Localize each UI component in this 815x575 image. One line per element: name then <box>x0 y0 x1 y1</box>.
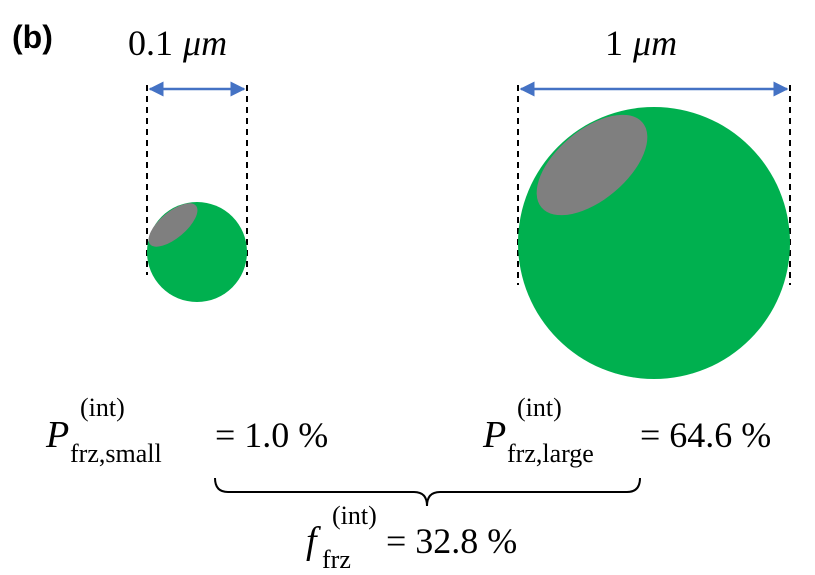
eq-symbol: f <box>306 520 321 562</box>
size-label: 1 μm <box>605 23 677 63</box>
eq-symbol: P <box>482 414 506 456</box>
eq-symbol: P <box>45 414 69 456</box>
eq-subscript: frz <box>322 545 351 574</box>
eq-value: = 64.6 % <box>640 415 771 455</box>
size-unit: μm <box>632 23 677 63</box>
eq-subscript: frz,large <box>507 439 594 468</box>
eq-superscript: (int) <box>517 393 562 422</box>
eq-value: = 1.0 % <box>215 415 328 455</box>
panel-label: (b) <box>12 19 53 55</box>
brace <box>214 477 641 507</box>
eq-subscript: frz,small <box>70 439 162 468</box>
size-value: 0.1 <box>128 23 173 63</box>
ice-patch <box>536 114 648 216</box>
ice-patch <box>148 203 198 247</box>
eq-value: = 32.8 % <box>386 521 517 561</box>
particle-small <box>147 202 247 302</box>
size-value: 1 <box>605 23 623 63</box>
eq-superscript: (int) <box>332 501 377 530</box>
size-label: 0.1 μm <box>128 23 227 63</box>
eq-superscript: (int) <box>80 393 125 422</box>
particle-large <box>518 107 790 379</box>
size-unit: μm <box>182 23 227 63</box>
